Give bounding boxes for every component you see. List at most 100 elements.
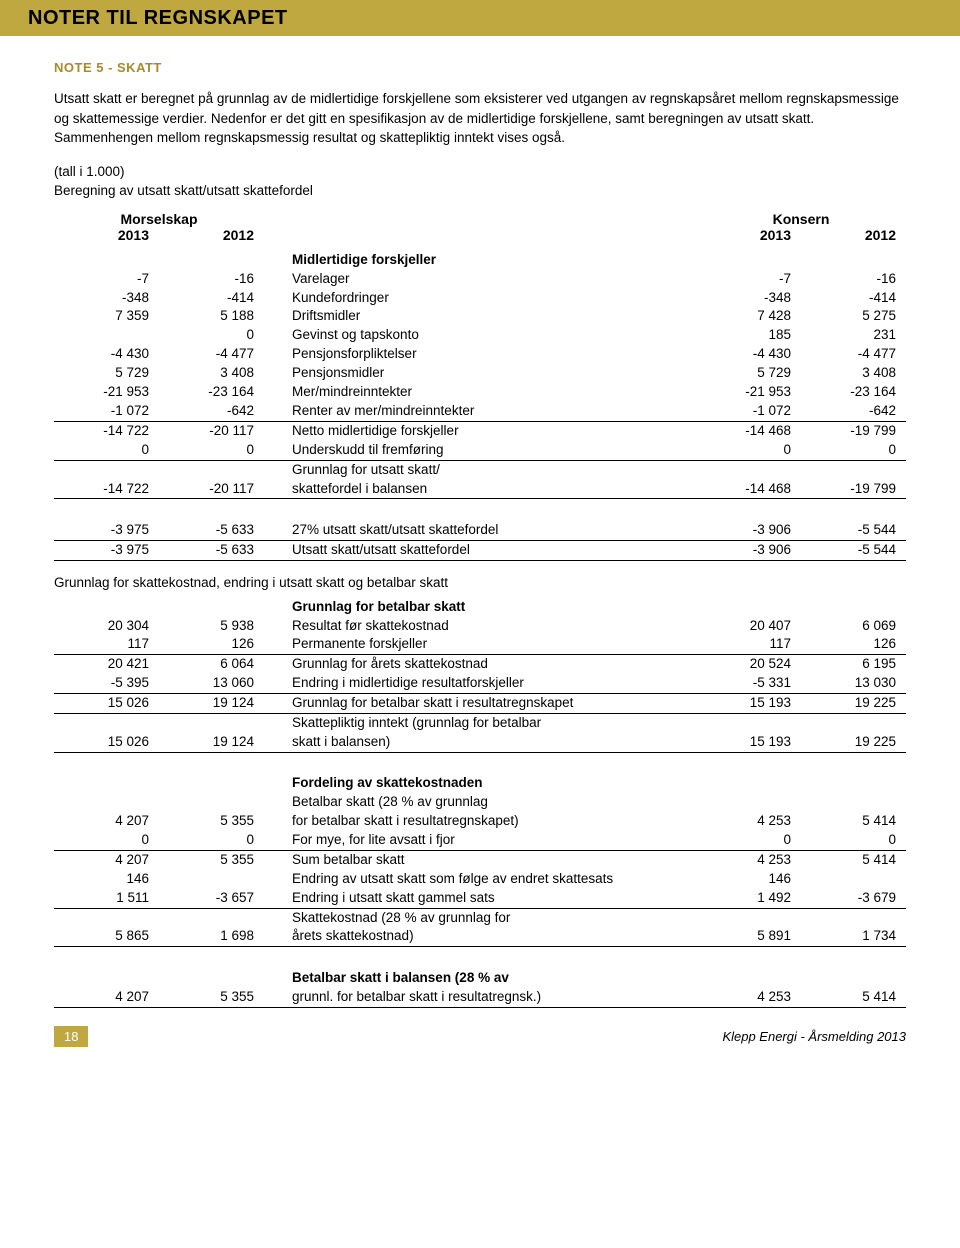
footer-text: Klepp Energi - Årsmelding 2013 [722, 1029, 906, 1044]
table-row: -3 975-5 63327% utsatt skatt/utsatt skat… [54, 521, 906, 540]
mor-2013-cell: 0 [54, 831, 159, 850]
mor-2013-cell: 4 207 [54, 850, 159, 869]
mor-2012-cell: 5 188 [159, 307, 264, 326]
kon-2012-cell: 6 195 [801, 655, 906, 674]
row-label: 27% utsatt skatt/utsatt skattefordel [264, 521, 696, 540]
mor-2012-cell: -23 164 [159, 383, 264, 402]
kon-2013-cell: -21 953 [696, 383, 801, 402]
mor-2012-cell: -20 117 [159, 480, 264, 499]
mor-2012-cell [159, 714, 264, 733]
intro-paragraph: Utsatt skatt er beregnet på grunnlag av … [54, 89, 906, 148]
tall-label: (tall i 1.000) [54, 164, 125, 179]
mor-2012-cell: 5 938 [159, 617, 264, 636]
row-label: Grunnlag for betalbar skatt i resultatre… [264, 694, 696, 714]
note2-text: Grunnlag for skattekostnad, endring i ut… [54, 575, 906, 590]
kon-2013-cell: 20 407 [696, 617, 801, 636]
header-bar: NOTER TIL REGNSKAPET [0, 0, 960, 36]
table-row: -14 722-20 117skattefordel i balansen-14… [54, 480, 906, 499]
table-row: 4 2075 355for betalbar skatt i resultatr… [54, 812, 906, 831]
kon-2013-cell: -348 [696, 289, 801, 308]
kon-2012-cell [801, 870, 906, 889]
kon-2013-cell: 4 253 [696, 850, 801, 869]
mor-2013-cell: -5 395 [54, 674, 159, 693]
betalbar-table: Grunnlag for betalbar skatt20 3045 938Re… [54, 598, 906, 767]
kon-2013-cell: 0 [696, 831, 801, 850]
table-row: 7 3595 188Driftsmidler7 4285 275 [54, 307, 906, 326]
mor-2013-cell: -4 430 [54, 345, 159, 364]
mor-2012-cell: -3 657 [159, 889, 264, 908]
page-content: NOTE 5 - SKATT Utsatt skatt er beregnet … [0, 36, 960, 1063]
kon-2013-cell: -14 468 [696, 421, 801, 440]
row-label: Endring i utsatt skatt gammel sats [264, 889, 696, 908]
row-label: Skattepliktig inntekt (grunnlag for beta… [264, 714, 696, 733]
mor-2012-cell: 3 408 [159, 364, 264, 383]
row-label: Betalbar skatt (28 % av grunnlag [264, 793, 696, 812]
kon-2012-cell: -19 799 [801, 421, 906, 440]
mor-2013-cell: 4 207 [54, 812, 159, 831]
mor-2013-cell: -1 072 [54, 402, 159, 421]
kon-2012-cell: 3 408 [801, 364, 906, 383]
mor-2012-cell: 5 355 [159, 812, 264, 831]
mor-2012: 2012 [159, 227, 264, 243]
row-label: Endring i midlertidige resultatforskjell… [264, 674, 696, 693]
mor-2012-cell: 1 698 [159, 927, 264, 946]
kon-2013-cell [696, 793, 801, 812]
mor-2012-cell: 19 124 [159, 694, 264, 714]
kon-2012-cell: 5 275 [801, 307, 906, 326]
table-row: -7-16Varelager-7-16 [54, 270, 906, 289]
kon-2012-cell: 231 [801, 326, 906, 345]
subheading: (tall i 1.000) Beregning av utsatt skatt… [54, 162, 906, 201]
kon-2012-cell: -3 679 [801, 889, 906, 908]
row-label: Pensjonsmidler [264, 364, 696, 383]
mor-2012-cell [159, 969, 264, 988]
table-row: 5 8651 698årets skattekostnad)5 8911 734 [54, 927, 906, 946]
kon-2012-cell [801, 793, 906, 812]
midlertidige-table: Midlertidige forskjeller-7-16Varelager-7… [54, 251, 906, 513]
mor-2012-cell: 0 [159, 441, 264, 460]
kon-2013-cell: -3 906 [696, 540, 801, 560]
section-title: Grunnlag for betalbar skatt [264, 598, 696, 617]
row-label: Renter av mer/mindreinntekter [264, 402, 696, 421]
mor-2012-cell [159, 908, 264, 927]
kon-2013-cell: -1 072 [696, 402, 801, 421]
kon-2013-cell: 7 428 [696, 307, 801, 326]
mor-2013-cell: 15 026 [54, 733, 159, 752]
group-headers: Morselskap Konsern [54, 211, 906, 227]
kon-2012-cell [801, 908, 906, 927]
table-row: 5 7293 408Pensjonsmidler5 7293 408 [54, 364, 906, 383]
kon-2013-cell: 4 253 [696, 988, 801, 1007]
mor-2013-cell: 0 [54, 441, 159, 460]
kon-2012-cell: -642 [801, 402, 906, 421]
kon-2013-cell: 117 [696, 635, 801, 654]
mor-2013-cell: 146 [54, 870, 159, 889]
kon-2012-cell: -5 544 [801, 521, 906, 540]
row-label: Gevinst og tapskonto [264, 326, 696, 345]
mor-2012-cell: 6 064 [159, 655, 264, 674]
mor-2012-cell: 126 [159, 635, 264, 654]
kon-2012-cell: 0 [801, 831, 906, 850]
row-label: Underskudd til fremføring [264, 441, 696, 460]
kon-2012-cell [801, 969, 906, 988]
table-row: -4 430-4 477Pensjonsforpliktelser-4 430-… [54, 345, 906, 364]
mor-2013-cell: 117 [54, 635, 159, 654]
kon-2012-cell: 5 414 [801, 988, 906, 1007]
mor-2012-cell [159, 793, 264, 812]
kon-2013-cell: -5 331 [696, 674, 801, 693]
row-label: Kundefordringer [264, 289, 696, 308]
kon-2013-cell: -14 468 [696, 480, 801, 499]
utsatt-table: -3 975-5 63327% utsatt skatt/utsatt skat… [54, 521, 906, 561]
table-row: 00Underskudd til fremføring00 [54, 441, 906, 460]
row-label: Sum betalbar skatt [264, 850, 696, 869]
kon-2012-cell: 0 [801, 441, 906, 460]
kon-2013-cell: 20 524 [696, 655, 801, 674]
kon-2012-cell: 13 030 [801, 674, 906, 693]
kon-2013-cell [696, 969, 801, 988]
mor-2013-cell [54, 969, 159, 988]
kon-2013-cell [696, 908, 801, 927]
mor-2012-cell: 19 124 [159, 733, 264, 752]
mor-2012-cell: -642 [159, 402, 264, 421]
table-row: 4 2075 355grunnl. for betalbar skatt i r… [54, 988, 906, 1007]
section-title: Midlertidige forskjeller [264, 251, 696, 270]
mor-2012-cell [159, 460, 264, 479]
mor-2012-cell: -5 633 [159, 521, 264, 540]
